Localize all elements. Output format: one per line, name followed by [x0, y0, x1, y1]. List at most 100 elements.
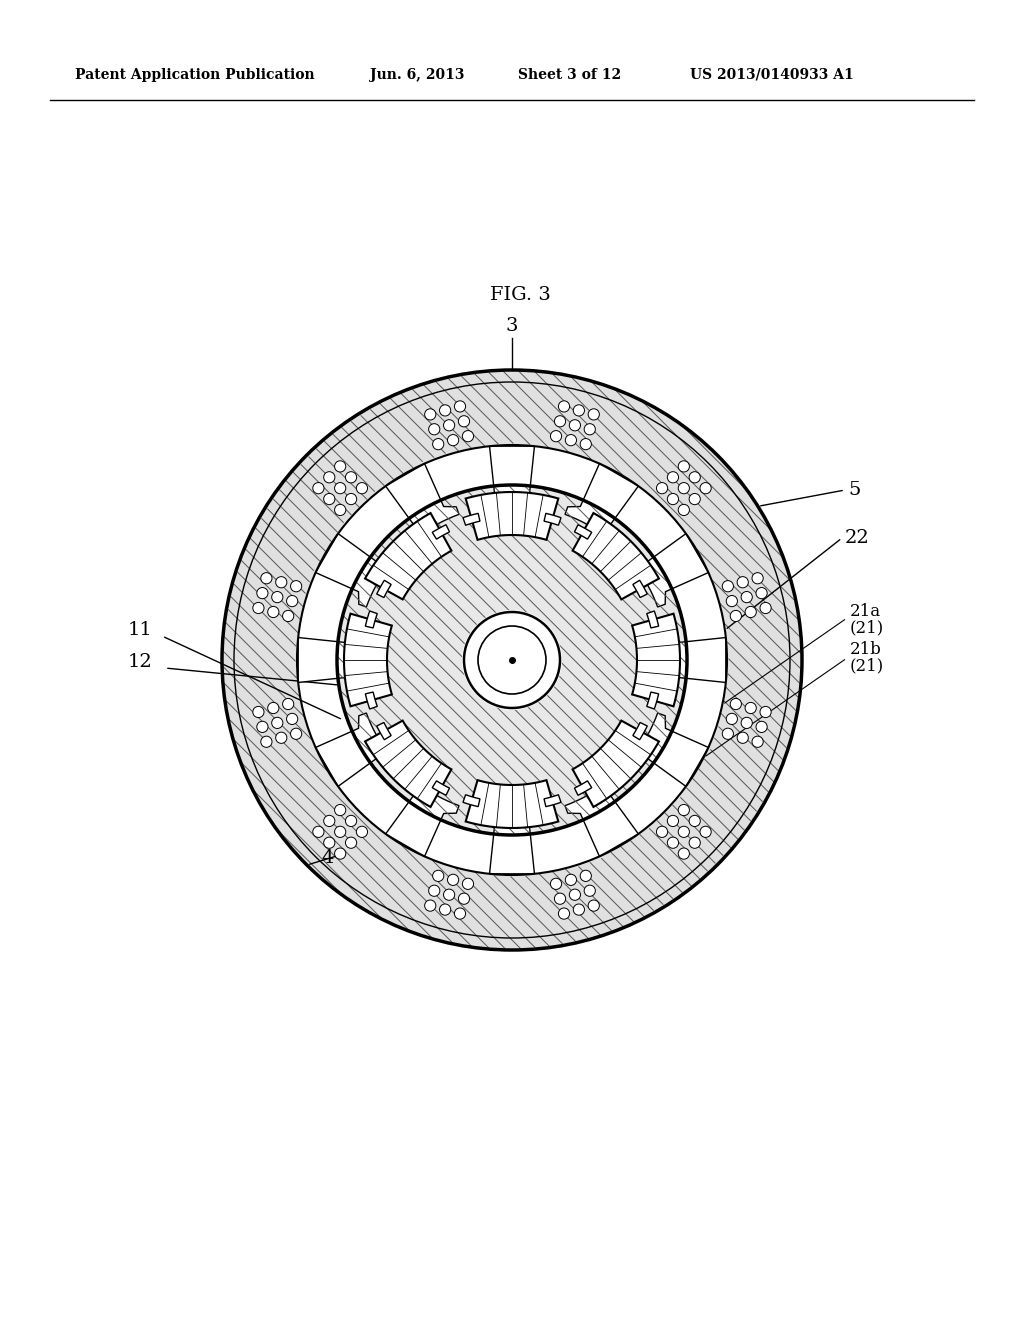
Polygon shape: [366, 611, 377, 628]
Circle shape: [443, 890, 455, 900]
Text: 40: 40: [575, 631, 596, 648]
Circle shape: [463, 430, 473, 442]
Text: 40: 40: [575, 652, 596, 668]
Circle shape: [689, 837, 700, 849]
Circle shape: [678, 847, 689, 859]
Circle shape: [267, 702, 279, 714]
Circle shape: [726, 713, 737, 725]
Polygon shape: [572, 513, 658, 599]
Text: FIG. 3: FIG. 3: [490, 286, 551, 304]
Polygon shape: [633, 722, 647, 739]
Polygon shape: [386, 463, 459, 541]
Circle shape: [584, 424, 595, 434]
Text: 21a: 21a: [850, 603, 881, 620]
Circle shape: [656, 483, 668, 494]
Circle shape: [581, 870, 592, 882]
Circle shape: [253, 602, 264, 614]
Polygon shape: [647, 611, 658, 628]
Polygon shape: [315, 533, 393, 607]
Polygon shape: [632, 614, 680, 706]
Circle shape: [324, 494, 335, 504]
Polygon shape: [463, 795, 480, 807]
Circle shape: [700, 826, 712, 837]
Text: 4: 4: [322, 849, 334, 867]
Text: A: A: [528, 639, 542, 657]
Text: (21): (21): [850, 657, 885, 675]
Circle shape: [678, 483, 689, 494]
Circle shape: [283, 610, 294, 622]
Circle shape: [324, 816, 335, 826]
Text: Sheet 3 of 12: Sheet 3 of 12: [518, 69, 622, 82]
Polygon shape: [466, 780, 558, 828]
Circle shape: [429, 886, 440, 896]
Circle shape: [584, 886, 595, 896]
Polygon shape: [315, 713, 393, 787]
Circle shape: [429, 424, 440, 434]
Circle shape: [335, 461, 346, 473]
Circle shape: [324, 471, 335, 483]
Circle shape: [678, 804, 689, 816]
Circle shape: [478, 626, 546, 694]
Circle shape: [573, 904, 585, 915]
Circle shape: [558, 401, 569, 412]
Circle shape: [271, 591, 283, 603]
Circle shape: [756, 587, 767, 599]
Circle shape: [752, 737, 763, 747]
Circle shape: [335, 847, 346, 859]
Circle shape: [447, 434, 459, 446]
Circle shape: [283, 698, 294, 710]
Circle shape: [335, 804, 346, 816]
Text: 12: 12: [128, 653, 153, 671]
Circle shape: [345, 837, 356, 849]
Circle shape: [554, 894, 565, 904]
Circle shape: [443, 420, 455, 430]
Circle shape: [726, 595, 737, 607]
Polygon shape: [483, 446, 541, 507]
Circle shape: [668, 816, 679, 826]
Circle shape: [741, 717, 753, 729]
Circle shape: [573, 405, 585, 416]
Circle shape: [345, 816, 356, 826]
Polygon shape: [366, 513, 452, 599]
Polygon shape: [344, 614, 392, 706]
Circle shape: [668, 837, 679, 849]
Circle shape: [581, 438, 592, 450]
Circle shape: [425, 409, 436, 420]
Circle shape: [287, 595, 298, 607]
Polygon shape: [483, 813, 541, 874]
Text: Jun. 6, 2013: Jun. 6, 2013: [370, 69, 465, 82]
Circle shape: [287, 713, 298, 725]
Circle shape: [291, 729, 302, 739]
Circle shape: [447, 874, 459, 886]
Polygon shape: [574, 525, 592, 539]
Polygon shape: [565, 463, 638, 541]
Circle shape: [335, 826, 346, 837]
Circle shape: [337, 484, 687, 836]
Circle shape: [558, 908, 569, 919]
Circle shape: [569, 890, 581, 900]
Polygon shape: [665, 632, 726, 688]
Circle shape: [261, 573, 272, 583]
Circle shape: [335, 504, 346, 516]
Circle shape: [432, 870, 443, 882]
Circle shape: [722, 729, 733, 739]
Circle shape: [455, 401, 466, 412]
Circle shape: [737, 733, 749, 743]
Circle shape: [678, 826, 689, 837]
Circle shape: [356, 483, 368, 494]
Polygon shape: [386, 779, 459, 857]
Circle shape: [569, 420, 581, 430]
Circle shape: [275, 733, 287, 743]
Circle shape: [261, 737, 272, 747]
Circle shape: [700, 483, 712, 494]
Circle shape: [459, 894, 470, 904]
Polygon shape: [432, 781, 450, 795]
Circle shape: [257, 721, 268, 733]
Polygon shape: [544, 513, 561, 525]
Text: US 2013/0140933 A1: US 2013/0140933 A1: [690, 69, 854, 82]
Polygon shape: [432, 525, 450, 539]
Polygon shape: [572, 721, 658, 807]
Text: 2: 2: [454, 576, 466, 594]
Polygon shape: [366, 692, 377, 709]
Polygon shape: [463, 513, 480, 525]
